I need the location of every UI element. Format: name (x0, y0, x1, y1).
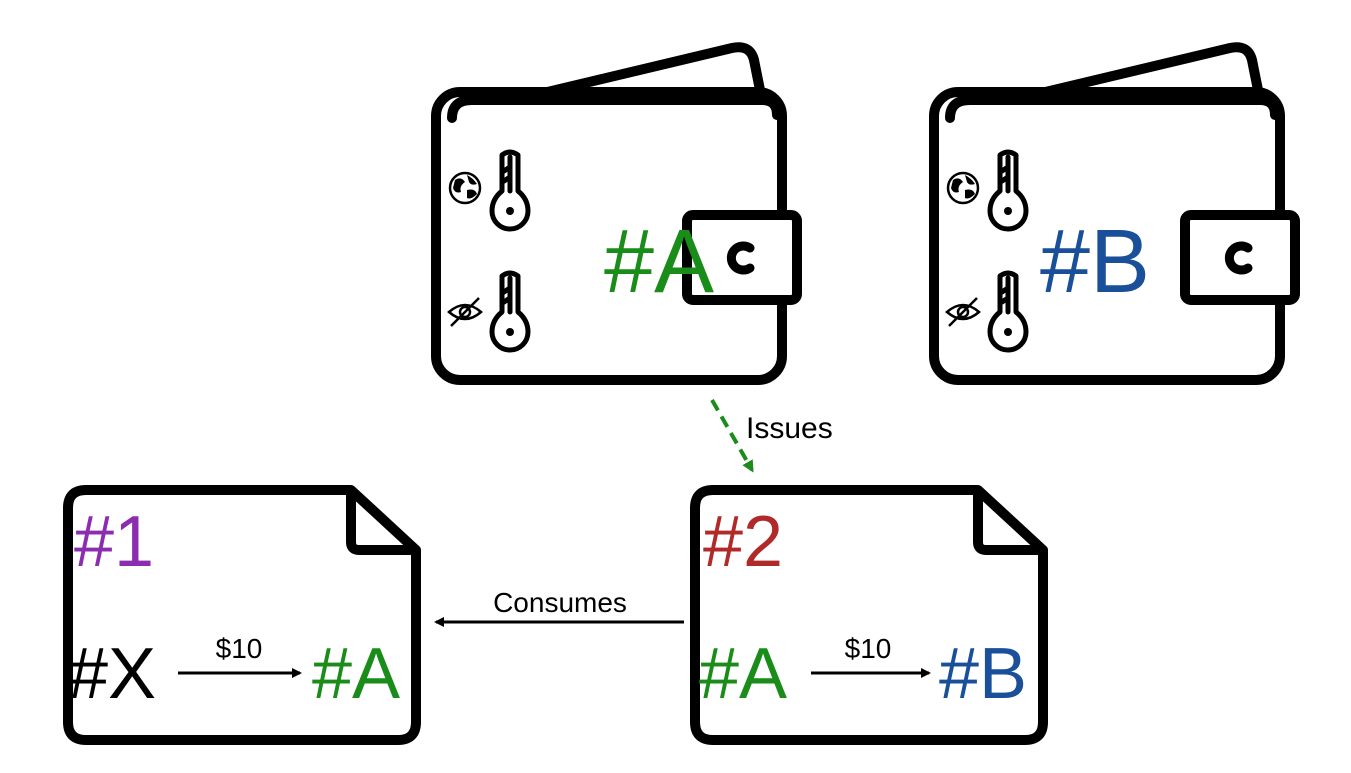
issues-label: Issues (746, 412, 833, 445)
note-2-number: #2 (703, 502, 783, 582)
note-2: #2 #A $10 #B (695, 490, 1043, 740)
globe-icon (448, 171, 482, 205)
wallet-a-label: #A (604, 212, 714, 312)
wallet-b: #B (934, 47, 1295, 380)
wallet-b-label: #B (1040, 212, 1150, 312)
wallet-a: #A (436, 47, 797, 380)
globe-icon (946, 171, 980, 205)
note-1-number: #1 (74, 502, 154, 582)
note-1: #1 #X $10 #A (68, 490, 416, 740)
note-2-to: #B (939, 634, 1027, 714)
note-1-to: #A (312, 634, 400, 714)
note-2-amount: $10 (845, 633, 892, 664)
issues-arrow (710, 399, 754, 473)
note-2-from: #A (699, 634, 787, 714)
consumes-label: Consumes (493, 587, 627, 618)
note-1-amount: $10 (216, 633, 263, 664)
note-1-from: #X (68, 634, 156, 714)
